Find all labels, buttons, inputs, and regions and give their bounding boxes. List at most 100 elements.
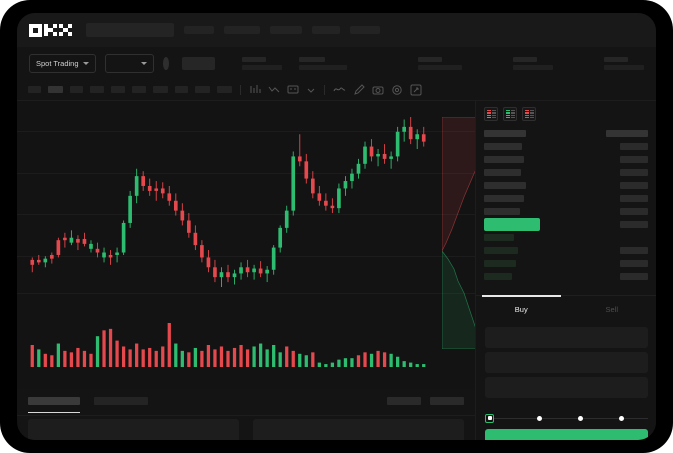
stat-24h-change (299, 56, 347, 70)
volume-series (30, 323, 426, 367)
nav-item-4[interactable] (312, 26, 340, 34)
toolbar-divider (324, 84, 325, 95)
trading-pair-dropdown[interactable] (104, 53, 154, 73)
app-screen: Spot Trading (17, 13, 656, 440)
slider-track (489, 417, 648, 419)
slider-handle[interactable] (485, 413, 494, 423)
orderbook-spread-row (484, 218, 648, 231)
nav-item-5[interactable] (350, 26, 380, 34)
orderbook-header-row (484, 127, 648, 140)
timeframe-1[interactable] (28, 86, 41, 93)
ask-row-5[interactable] (484, 192, 648, 205)
bid-row-4[interactable] (484, 270, 648, 283)
order-price-field[interactable] (485, 327, 648, 348)
tab-buy-label: Buy (514, 305, 528, 314)
timeframe-3[interactable] (70, 86, 83, 93)
stat-24h-high (418, 56, 462, 70)
top-navigation-bar (17, 13, 656, 47)
bottom-action-1[interactable] (387, 397, 421, 405)
bottom-panel-right (253, 419, 464, 440)
indicators-icon[interactable] (287, 84, 299, 95)
line-chart-icon[interactable] (333, 84, 346, 95)
timeframe-10[interactable] (217, 86, 232, 93)
logo-letter-k (44, 23, 57, 37)
stat-last-price (242, 56, 282, 70)
price-chart-area[interactable] (17, 101, 491, 389)
orders-content-panels (17, 416, 475, 440)
place-order-button[interactable] (485, 429, 648, 440)
candlestick-chart-icon[interactable] (249, 84, 261, 95)
orderbook-bars-icon (486, 109, 491, 119)
timeframe-8[interactable] (175, 86, 188, 93)
ask-row-6[interactable] (484, 205, 648, 218)
buy-sell-tab-bar: Buy Sell (476, 295, 656, 323)
ask-row-2[interactable] (484, 153, 648, 166)
timeframe-7[interactable] (153, 86, 168, 93)
chevron-down-icon[interactable] (306, 85, 316, 95)
timeframe-4[interactable] (90, 86, 104, 93)
bid-row-1[interactable] (484, 231, 648, 244)
timeframe-6[interactable] (132, 86, 146, 93)
chart-style-icon[interactable] (268, 84, 280, 95)
pair-info-bar: Spot Trading (17, 47, 656, 79)
nav-item-3[interactable] (270, 26, 302, 34)
logo-letter-o (29, 23, 42, 37)
tab-sell[interactable]: Sell (567, 296, 657, 323)
slider-stop-62[interactable] (578, 415, 583, 421)
slider-stop-33[interactable] (537, 415, 542, 421)
orderbook-view-both[interactable] (484, 107, 498, 121)
slider-stop-90[interactable] (619, 415, 624, 421)
gridline (17, 131, 475, 132)
timeframe-5[interactable] (111, 86, 125, 93)
orders-actions (387, 397, 464, 405)
orderbook-view-bids[interactable] (503, 107, 517, 121)
orderbook-header-amount (606, 130, 648, 137)
spot-trading-label: Spot Trading (36, 58, 79, 68)
bid-row-3[interactable] (484, 257, 648, 270)
nav-item-1[interactable] (184, 26, 214, 34)
order-amount-slider[interactable] (485, 413, 648, 423)
orderbook-lines-icon (491, 109, 496, 119)
tab-order-history[interactable] (94, 397, 148, 405)
order-amount-field[interactable] (485, 352, 648, 373)
chevron-down-icon (82, 61, 89, 65)
ask-row-3[interactable] (484, 166, 648, 179)
orderbook-trade-panel: Buy Sell (475, 101, 656, 440)
fullscreen-icon[interactable] (410, 84, 422, 96)
bottom-action-2[interactable] (430, 397, 464, 405)
gridline (17, 256, 475, 257)
bid-row-2[interactable] (484, 244, 648, 257)
logo-letter-x (59, 23, 72, 37)
toolbar-divider (240, 84, 241, 95)
gridline (17, 214, 475, 215)
camera-icon[interactable] (372, 84, 384, 96)
order-total-field[interactable] (485, 377, 648, 398)
timeframe-2[interactable] (48, 86, 63, 93)
ask-row-4[interactable] (484, 179, 648, 192)
coin-avatar (162, 56, 169, 70)
gridline (17, 173, 475, 174)
spot-trading-dropdown[interactable]: Spot Trading (29, 53, 96, 73)
settings-gear-icon[interactable] (391, 84, 403, 96)
orderbook-lines-icon (529, 109, 534, 119)
orderbook-bars-icon (505, 109, 510, 119)
tab-open-orders[interactable] (28, 397, 80, 413)
timeframe-9[interactable] (195, 86, 210, 93)
pencil-icon[interactable] (353, 83, 365, 96)
stat-24h-low (513, 56, 553, 70)
okx-logo[interactable] (29, 23, 72, 37)
ask-row-1[interactable] (484, 140, 648, 153)
orderbook-view-asks[interactable] (522, 107, 536, 121)
orderbook-bars-icon (524, 109, 529, 119)
nav-item-2[interactable] (224, 26, 260, 34)
orderbook-view-toggles (476, 101, 656, 125)
orderbook-header-price (484, 130, 526, 137)
chevron-down-icon (140, 61, 147, 65)
candlestick-series (30, 117, 426, 287)
orderbook-list[interactable] (476, 125, 656, 313)
tab-sell-label: Sell (605, 305, 618, 314)
order-entry-form (476, 323, 656, 406)
tab-buy[interactable]: Buy (476, 295, 567, 323)
search-input[interactable] (86, 23, 174, 37)
